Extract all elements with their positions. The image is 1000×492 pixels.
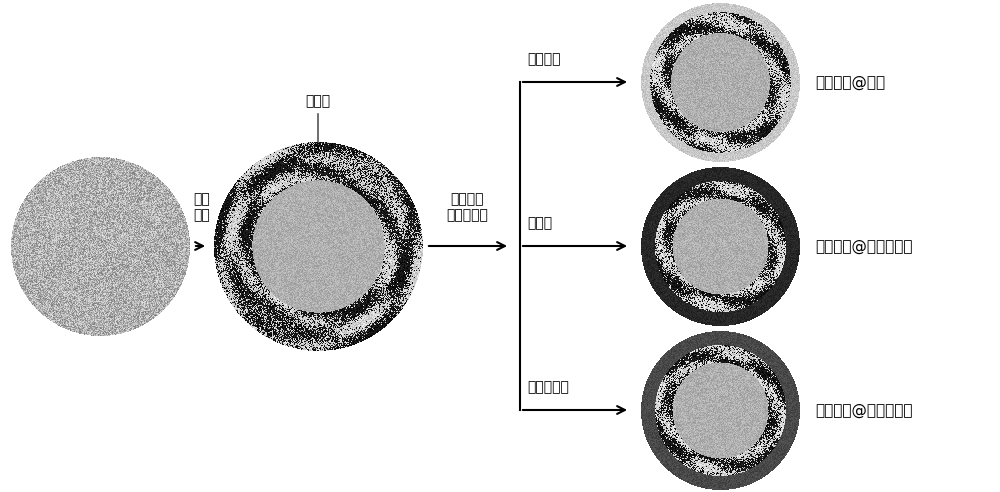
Text: 金属硫化物: 金属硫化物 <box>527 380 569 394</box>
Text: 离子交换
金属盐溶液: 离子交换 金属盐溶液 <box>446 192 488 222</box>
Text: 聚酰亚胺@金属硫化物: 聚酰亚胺@金属硫化物 <box>815 402 912 418</box>
Text: 聚酰亚胺@金属: 聚酰亚胺@金属 <box>815 74 885 90</box>
Text: 水解
碱液: 水解 碱液 <box>194 192 210 222</box>
Text: 化学还原: 化学还原 <box>527 52 560 66</box>
Text: 聚酰亚胺@金属氧化物: 聚酰亚胺@金属氧化物 <box>815 239 912 253</box>
Text: 羧酸盐: 羧酸盐 <box>305 94 331 148</box>
Text: 热处理: 热处理 <box>527 216 552 230</box>
